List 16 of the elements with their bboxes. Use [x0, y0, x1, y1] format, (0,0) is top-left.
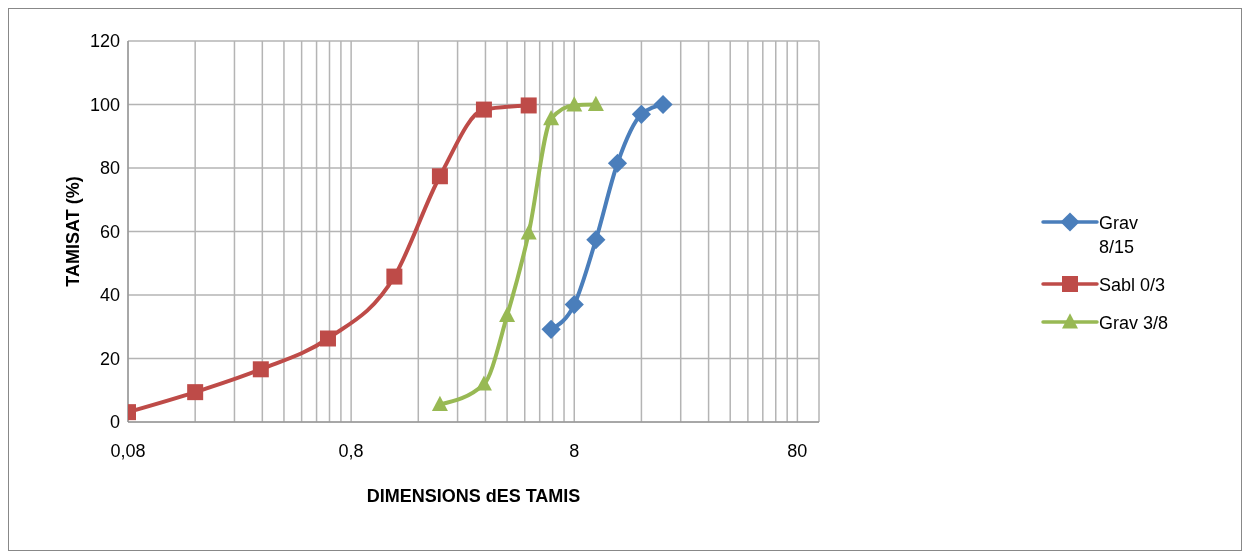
x-tick-label: 8 [569, 440, 580, 461]
y-tick-label: 40 [99, 285, 120, 306]
y-tick-label: 20 [99, 348, 120, 369]
y-tick-label: 0 [109, 412, 120, 433]
y-tick-label: 100 [89, 94, 120, 115]
y-axis-title: TAMISAT (%) [63, 176, 84, 287]
x-axis-title: DIMENSIONS dES TAMIS [366, 486, 581, 506]
y-tick-label: 120 [89, 31, 120, 52]
legend-label: Grav 8/15 [1099, 211, 1139, 259]
y-tick-label: 80 [99, 158, 120, 179]
x-tick-label: 0,8 [338, 440, 364, 461]
x-tick-label: 0,08 [110, 440, 146, 461]
x-tick-label: 80 [787, 440, 808, 461]
legend-label: Grav 3/8 [1099, 311, 1169, 335]
legend-label: Sabl 0/3 [1099, 273, 1167, 297]
y-tick-label: 60 [99, 221, 120, 242]
